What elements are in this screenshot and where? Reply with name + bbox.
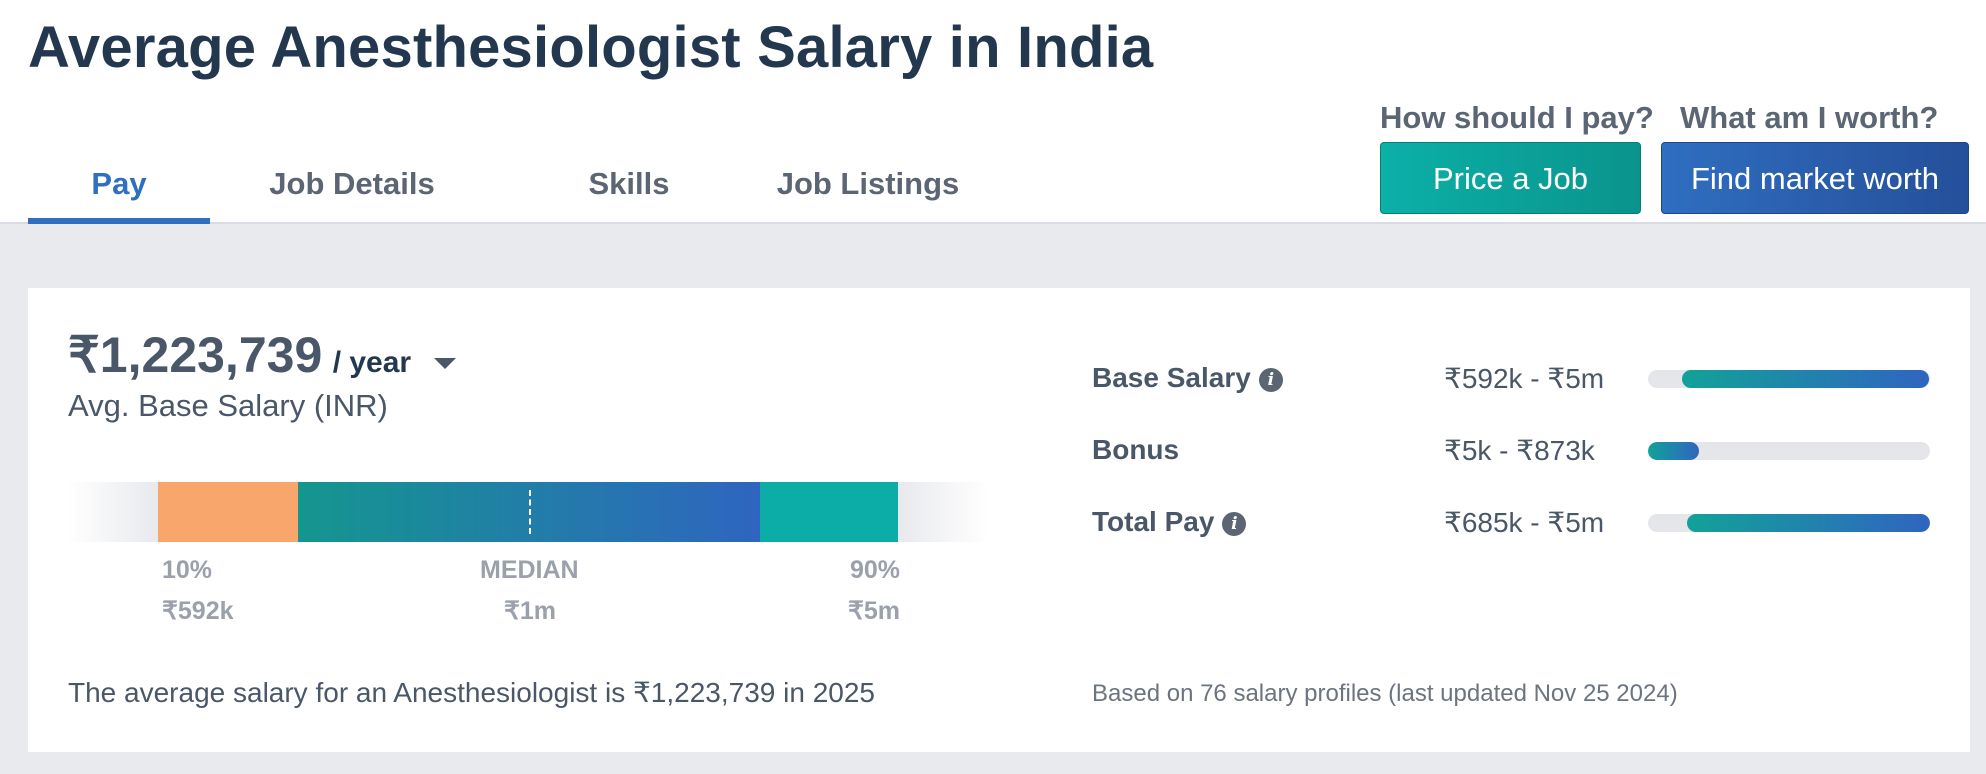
base-salary-range-fill bbox=[1681, 370, 1929, 388]
distribution-segment-high bbox=[760, 482, 898, 542]
p90-value: ₹5m bbox=[848, 597, 901, 625]
pay-period-selector[interactable]: / year bbox=[332, 346, 412, 379]
distribution-fade-left bbox=[68, 482, 158, 542]
median-label: MEDIAN bbox=[480, 556, 579, 584]
data-source-footnote: Based on 76 salary profiles (last update… bbox=[1092, 680, 1678, 707]
chevron-down-icon[interactable] bbox=[433, 358, 456, 370]
tab-job-listings[interactable]: Job Listings bbox=[776, 166, 960, 201]
median-marker bbox=[529, 490, 531, 534]
bonus-range-track bbox=[1648, 442, 1930, 460]
page-title: Average Anesthesiologist Salary in India bbox=[28, 15, 1154, 80]
distribution-fade-right bbox=[898, 482, 988, 542]
p10-label: 10% bbox=[162, 556, 213, 584]
find-market-worth-button[interactable]: Find market worth bbox=[1661, 142, 1969, 214]
base-salary-label: Base Salary i bbox=[1092, 362, 1283, 394]
bonus-label: Bonus bbox=[1092, 434, 1179, 466]
salary-distribution-bar bbox=[68, 482, 1018, 542]
bonus-range-fill bbox=[1648, 442, 1699, 460]
bonus-label-text: Bonus bbox=[1092, 434, 1180, 465]
info-icon[interactable]: i bbox=[1222, 512, 1247, 536]
base-salary-label-text: Base Salary bbox=[1092, 362, 1251, 393]
total-pay-range-track bbox=[1648, 514, 1930, 532]
info-icon[interactable]: i bbox=[1258, 368, 1283, 392]
distribution-segment-low bbox=[158, 482, 298, 542]
base-salary-range-track bbox=[1648, 370, 1930, 388]
p10-value: ₹592k bbox=[162, 597, 234, 625]
salary-summary: The average salary for an Anesthesiologi… bbox=[68, 677, 875, 708]
average-salary-amount: ₹1,223,739 bbox=[68, 327, 323, 383]
pay-question-label: How should I pay? bbox=[1380, 100, 1654, 135]
page-header: Average Anesthesiologist Salary in India… bbox=[0, 0, 1986, 224]
price-a-job-button[interactable]: Price a Job bbox=[1380, 142, 1641, 214]
total-pay-label-text: Total Pay bbox=[1092, 506, 1215, 537]
bonus-range: ₹5k - ₹873k bbox=[1444, 435, 1595, 466]
average-salary-caption: Avg. Base Salary (INR) bbox=[68, 388, 388, 423]
worth-question-label: What am I worth? bbox=[1680, 100, 1939, 135]
total-pay-range-fill bbox=[1687, 514, 1930, 532]
median-value: ₹1m bbox=[504, 597, 557, 625]
average-salary-row: ₹1,223,739 / year bbox=[68, 326, 456, 384]
total-pay-range: ₹685k - ₹5m bbox=[1444, 507, 1605, 538]
total-pay-label: Total Pay i bbox=[1092, 506, 1247, 538]
tab-job-details[interactable]: Job Details bbox=[269, 166, 435, 201]
tab-skills[interactable]: Skills bbox=[588, 166, 670, 201]
salary-card: ₹1,223,739 / year Avg. Base Salary (INR)… bbox=[28, 288, 1970, 752]
p90-label: 90% bbox=[850, 556, 901, 584]
tab-pay[interactable]: Pay bbox=[28, 158, 210, 224]
base-salary-range: ₹592k - ₹5m bbox=[1444, 363, 1605, 394]
